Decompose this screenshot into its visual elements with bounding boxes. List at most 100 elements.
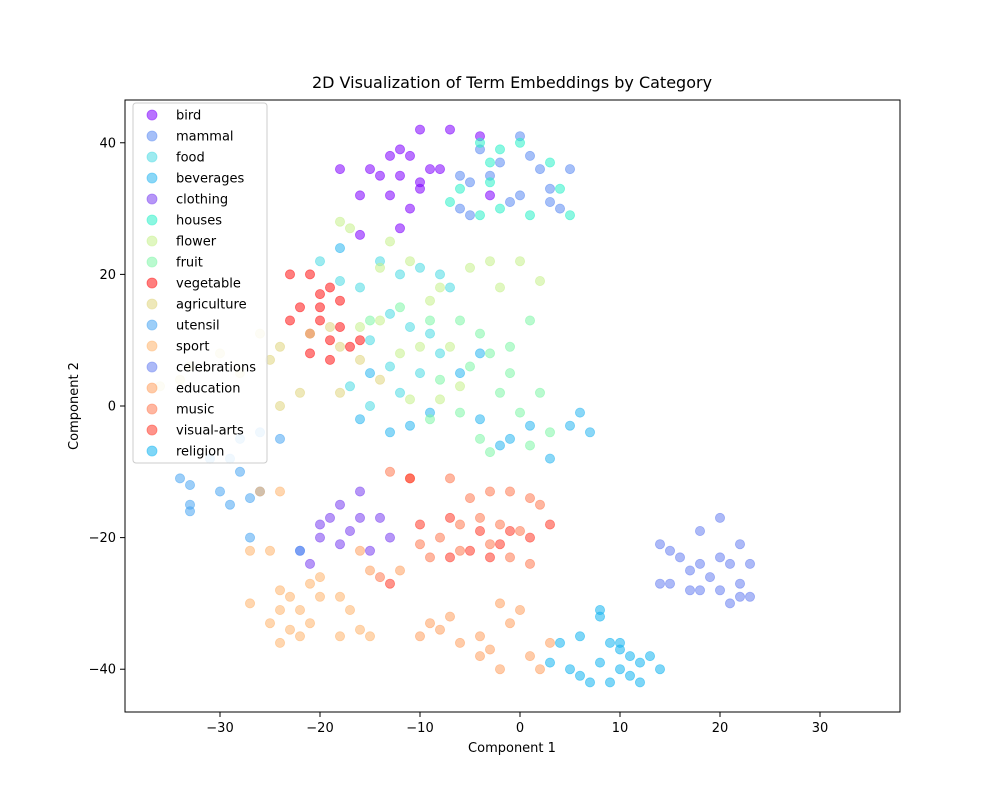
y-axis-ticks: −40 −20 0 20 40	[89, 136, 125, 678]
legend-marker-sport	[146, 340, 158, 352]
point-fruit-3	[454, 315, 465, 326]
point-fruit-13	[515, 407, 526, 418]
legend-label-agriculture: agriculture	[176, 298, 247, 313]
point-music-15	[454, 545, 465, 556]
point-education-12	[525, 651, 536, 662]
legend-marker-bird	[146, 109, 158, 121]
point-flower-1	[344, 223, 355, 234]
point-mammal-8	[565, 164, 576, 175]
point-utensil-12	[274, 433, 285, 444]
legend-label-music: music	[176, 403, 214, 418]
point-food-6	[434, 269, 445, 280]
legend-marker-food	[146, 151, 158, 163]
point-mammal-10	[464, 210, 475, 221]
legend-marker-religion	[146, 445, 158, 457]
point-flower-12	[354, 321, 365, 332]
point-bird-18	[354, 229, 365, 240]
point-visual-arts-5	[444, 552, 455, 563]
point-fruit-18	[545, 427, 556, 438]
point-celebrations-20	[715, 512, 726, 523]
point-vegetable-1	[304, 269, 315, 280]
y-tick-label: 20	[99, 268, 116, 283]
point-houses-5	[555, 183, 566, 194]
x-tick-label: 0	[516, 721, 524, 736]
point-education-5	[454, 637, 465, 648]
legend-marker-vegetable	[146, 277, 158, 289]
point-sport-17	[334, 631, 345, 642]
point-beverages-9	[525, 420, 536, 431]
point-fruit-2	[424, 315, 435, 326]
point-flower-4	[374, 262, 385, 273]
point-houses-9	[494, 203, 505, 214]
point-mammal-12	[515, 190, 526, 201]
legend-label-mammal: mammal	[176, 130, 234, 145]
point-music-9	[454, 519, 465, 530]
point-clothing-9	[304, 558, 315, 569]
point-celebrations-1	[665, 545, 676, 556]
point-clothing-7	[344, 526, 355, 537]
legend-label-food: food	[176, 151, 205, 166]
point-fruit-15	[474, 433, 485, 444]
point-education-14	[545, 637, 556, 648]
point-celebrations-7	[655, 578, 666, 589]
point-houses-7	[444, 196, 455, 207]
point-visual-arts-2	[474, 526, 485, 537]
point-vegetable-3	[334, 295, 345, 306]
point-houses-2	[484, 157, 495, 168]
point-agriculture-5	[274, 341, 285, 352]
point-music-11	[414, 539, 425, 550]
point-bird-15	[334, 164, 345, 175]
point-flower-13	[374, 315, 385, 326]
point-visual-arts-1	[444, 512, 455, 523]
point-music-17	[525, 558, 536, 569]
point-fruit-10	[504, 368, 515, 379]
points-layer	[154, 124, 756, 688]
legend-marker-fruit	[146, 256, 158, 268]
point-utensil-4	[234, 466, 245, 477]
point-vegetable-5	[294, 302, 305, 313]
point-sport-18	[364, 631, 375, 642]
point-visual-arts-7	[545, 519, 556, 530]
point-beverages-14	[454, 368, 465, 379]
point-sport-2	[274, 585, 285, 596]
x-tick-label: 10	[612, 721, 629, 736]
point-sport-21	[244, 598, 255, 609]
point-utensil-9	[184, 506, 195, 517]
legend-marker-visual-arts	[146, 424, 158, 436]
legend-marker-celebrations	[146, 361, 158, 373]
point-beverages-12	[585, 427, 596, 438]
point-vegetable-12	[304, 348, 315, 359]
point-clothing-0	[334, 499, 345, 510]
point-religion-11	[635, 677, 646, 688]
point-bird-14	[354, 190, 365, 201]
point-fruit-5	[504, 341, 515, 352]
point-flower-15	[444, 341, 455, 352]
point-bird-8	[394, 170, 405, 181]
point-celebrations-2	[675, 552, 686, 563]
point-food-15	[394, 387, 405, 398]
point-music-16	[504, 552, 515, 563]
point-fruit-17	[525, 440, 536, 451]
point-utensil-5	[214, 486, 225, 497]
legend-label-education: education	[176, 382, 241, 397]
point-fruit-7	[484, 348, 495, 359]
point-vegetable-14	[354, 335, 365, 346]
point-bird-16	[484, 190, 495, 201]
point-flower-2	[384, 236, 395, 247]
point-celebrations-17	[715, 552, 726, 563]
point-food-0	[314, 256, 325, 267]
point-clothing-2	[354, 512, 365, 523]
point-education-6	[474, 631, 485, 642]
legend-marker-clothing	[146, 193, 158, 205]
point-sport-16	[354, 624, 365, 635]
point-music-3	[464, 493, 475, 504]
point-utensil-7	[224, 499, 235, 510]
point-celebrations-4	[685, 565, 696, 576]
point-religion-18	[595, 605, 606, 616]
point-sport-13	[314, 572, 325, 583]
legend-marker-agriculture	[146, 298, 158, 310]
point-houses-6	[454, 183, 465, 194]
point-sport-9	[284, 624, 295, 635]
point-mammal-6	[464, 177, 475, 188]
point-sport-20	[274, 486, 285, 497]
